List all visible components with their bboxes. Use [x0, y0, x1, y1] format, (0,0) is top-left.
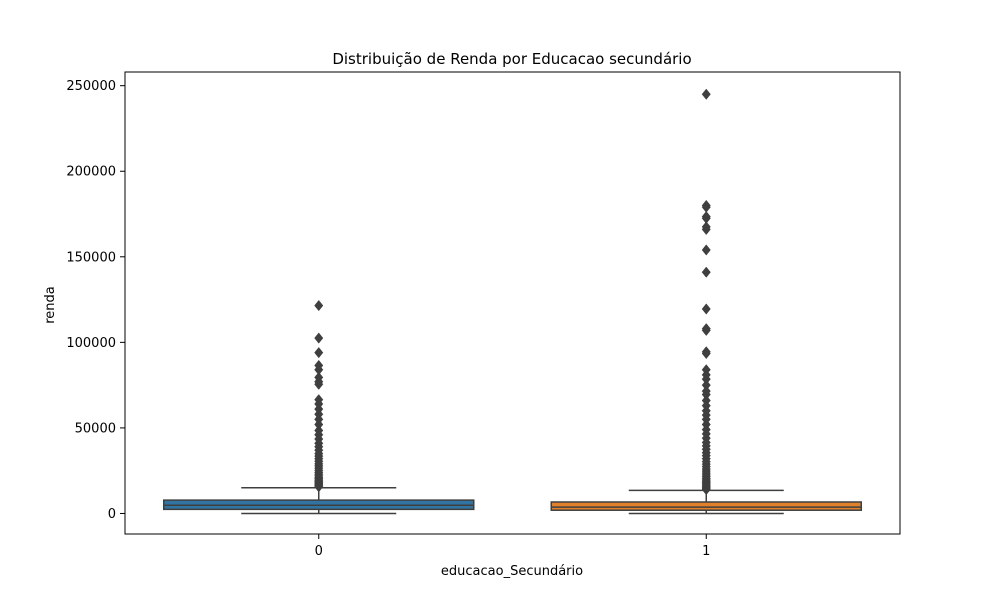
box-1-outlier-40: [701, 346, 711, 358]
box-1-iqr: [550, 501, 862, 511]
box-1-outlier-32: [701, 394, 711, 407]
box-0-outlier-31: [314, 394, 324, 406]
x-axis-label: educacao_Secundário: [441, 564, 583, 579]
y-tick-label-0: 0: [108, 507, 116, 522]
y-axis-label: renda: [43, 286, 58, 324]
box-0-outlier-36: [314, 359, 324, 372]
box-1-outlier-38: [701, 364, 711, 376]
box-1-outlier-49: [701, 210, 711, 223]
box-1-outlier-44: [701, 266, 711, 278]
box-1-outlier-45: [701, 244, 711, 256]
box-1-outlier-52: [701, 88, 711, 100]
box-0-outlier-39: [314, 299, 324, 312]
box-0-outlier-25: [314, 424, 324, 437]
box-1-outlier-35: [701, 379, 711, 391]
y-tick-label-100000: 100000: [66, 336, 116, 351]
box-0-outlier-34: [314, 371, 324, 384]
box-1-outlier-47: [701, 221, 711, 233]
chart-title: Distribuição de Renda por Educacao secun…: [332, 50, 691, 68]
box-1-outlier-34: [701, 385, 711, 397]
box-0-outlier-37: [314, 347, 324, 359]
y-tick-label-200000: 200000: [66, 165, 116, 180]
box-1-outlier-51: [701, 199, 711, 212]
plot-area: 0 50000 100000 150000 200000 250000 0 1: [66, 79, 862, 559]
x-tick-label-0: 0: [315, 544, 323, 559]
y-tick-label-250000: 250000: [66, 79, 116, 94]
box-1-outlier-42: [701, 323, 711, 335]
y-tick-label-150000: 150000: [66, 250, 116, 265]
x-tick-label-1: 1: [702, 544, 710, 559]
y-tick-label-50000: 50000: [75, 421, 116, 436]
plot-frame: [124, 71, 901, 535]
box-1-outlier-43: [701, 303, 711, 315]
box-0-outlier-38: [314, 332, 324, 344]
